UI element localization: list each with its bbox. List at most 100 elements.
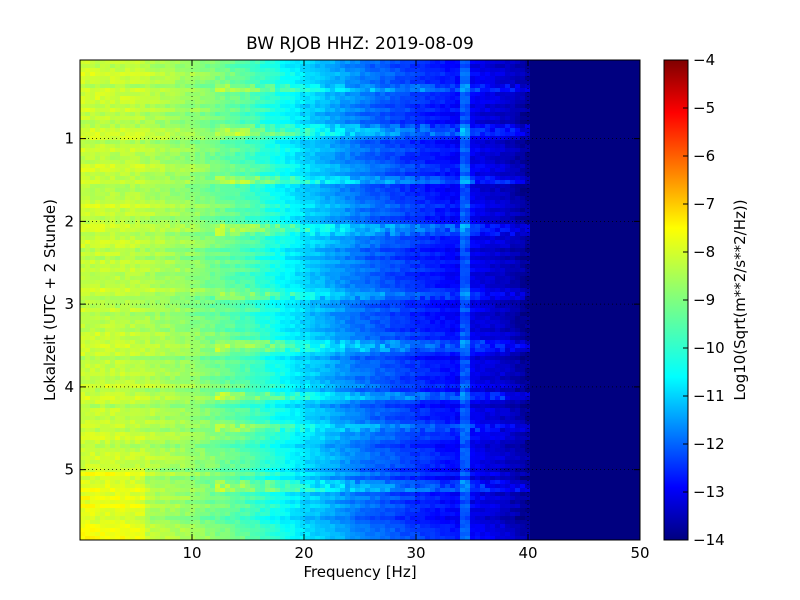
heatmap-cell: [480, 68, 486, 73]
heatmap-cell: [350, 64, 356, 69]
heatmap-cell: [170, 108, 176, 113]
heatmap-cell: [380, 92, 386, 97]
heatmap-cell: [565, 144, 571, 149]
heatmap-cell: [135, 216, 141, 221]
heatmap-cell: [330, 100, 336, 105]
heatmap-cell: [510, 180, 516, 185]
heatmap-cell: [155, 80, 161, 85]
heatmap-cell: [340, 200, 346, 205]
heatmap-cell: [530, 112, 536, 117]
heatmap-cell: [200, 112, 206, 117]
heatmap-cell: [205, 160, 211, 165]
heatmap-cell: [505, 80, 511, 85]
heatmap-cell: [190, 148, 196, 153]
heatmap-cell: [440, 176, 446, 181]
heatmap-cell: [420, 220, 426, 225]
heatmap-cell: [195, 104, 201, 109]
heatmap-cell: [205, 100, 211, 105]
heatmap-cell: [345, 96, 351, 101]
heatmap-cell: [495, 196, 501, 201]
heatmap-cell: [385, 76, 391, 81]
heatmap-cell: [385, 192, 391, 197]
heatmap-cell: [405, 164, 411, 169]
heatmap-cell: [355, 108, 361, 113]
heatmap-cell: [560, 88, 566, 93]
heatmap-cell: [590, 220, 596, 225]
heatmap-cell: [375, 160, 381, 165]
heatmap-cell: [430, 176, 436, 181]
heatmap-cell: [295, 180, 301, 185]
heatmap-cell: [500, 172, 506, 177]
heatmap-cell: [150, 164, 156, 169]
heatmap-cell: [265, 228, 271, 233]
heatmap-cell: [355, 168, 361, 173]
heatmap-cell: [460, 156, 466, 161]
heatmap-cell: [495, 84, 501, 89]
heatmap-cell: [155, 148, 161, 153]
heatmap-cell: [130, 184, 136, 189]
heatmap-cell: [220, 180, 226, 185]
heatmap-cell: [500, 132, 506, 137]
heatmap-cell: [330, 76, 336, 81]
heatmap-cell: [270, 104, 276, 109]
heatmap-cell: [395, 200, 401, 205]
heatmap-cell: [515, 124, 521, 129]
heatmap-cell: [445, 220, 451, 225]
heatmap-cell: [605, 132, 611, 137]
heatmap-cell: [625, 216, 631, 221]
heatmap-cell: [255, 144, 261, 149]
heatmap-cell: [355, 80, 361, 85]
heatmap-cell: [185, 60, 191, 65]
heatmap-cell: [90, 144, 96, 149]
heatmap-cell: [315, 192, 321, 197]
heatmap-cell: [535, 180, 541, 185]
heatmap-cell: [605, 168, 611, 173]
heatmap-cell: [240, 184, 246, 189]
heatmap-cell: [180, 92, 186, 97]
heatmap-cell: [105, 184, 111, 189]
heatmap-cell: [370, 116, 376, 121]
heatmap-cell: [160, 188, 166, 193]
heatmap-cell: [580, 160, 586, 165]
heatmap-cell: [605, 60, 611, 65]
heatmap-cell: [560, 144, 566, 149]
heatmap-cell: [585, 108, 591, 113]
heatmap-cell: [260, 128, 266, 133]
heatmap-cell: [405, 188, 411, 193]
heatmap-cell: [395, 76, 401, 81]
heatmap-cell: [560, 96, 566, 101]
heatmap-cell: [625, 192, 631, 197]
heatmap-cell: [220, 92, 226, 97]
heatmap-cell: [620, 104, 626, 109]
heatmap-cell: [585, 184, 591, 189]
heatmap-cell: [440, 76, 446, 81]
heatmap-cell: [185, 136, 191, 141]
heatmap-cell: [275, 80, 281, 85]
heatmap-cell: [400, 84, 406, 89]
heatmap-cell: [490, 100, 496, 105]
heatmap-cell: [495, 232, 501, 237]
heatmap-cell: [530, 88, 536, 93]
heatmap-cell: [500, 200, 506, 205]
heatmap-cell: [550, 152, 556, 157]
heatmap-cell: [85, 144, 91, 149]
heatmap-cell: [505, 184, 511, 189]
heatmap-cell: [265, 200, 271, 205]
heatmap-cell: [150, 140, 156, 145]
heatmap-cell: [250, 140, 256, 145]
heatmap-cell: [285, 96, 291, 101]
heatmap-cell: [565, 120, 571, 125]
heatmap-cell: [105, 224, 111, 229]
heatmap-cell: [320, 64, 326, 69]
heatmap-cell: [265, 188, 271, 193]
heatmap-cell: [615, 144, 621, 149]
heatmap-cell: [125, 196, 131, 201]
heatmap-cell: [560, 108, 566, 113]
heatmap-cell: [170, 124, 176, 129]
heatmap-cell: [595, 116, 601, 121]
heatmap-cell: [450, 228, 456, 233]
heatmap-cell: [430, 68, 436, 73]
heatmap-cell: [560, 156, 566, 161]
heatmap-cell: [325, 148, 331, 153]
heatmap-cell: [190, 72, 196, 77]
